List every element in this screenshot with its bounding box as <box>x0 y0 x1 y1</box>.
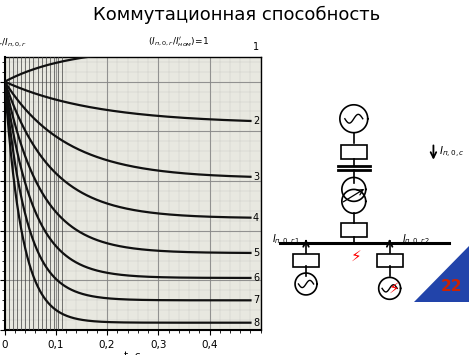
Text: 2: 2 <box>253 116 259 126</box>
Text: 6: 6 <box>253 273 259 283</box>
Polygon shape <box>413 246 469 302</box>
Text: 8: 8 <box>253 318 259 328</box>
Text: 1: 1 <box>253 43 259 53</box>
Text: 3: 3 <box>253 171 259 182</box>
Text: ⚡: ⚡ <box>350 249 361 264</box>
Text: Коммутационная способность: Коммутационная способность <box>93 5 381 23</box>
Text: $I_{п,0,г1}$: $I_{п,0,г1}$ <box>272 233 300 248</box>
Text: 7: 7 <box>253 295 259 305</box>
Text: $I_{п,0,с}$: $I_{п,0,с}$ <box>439 145 465 160</box>
Text: 22: 22 <box>441 279 462 294</box>
Text: 4: 4 <box>253 213 259 223</box>
Text: $(I_{п,0,г}/I^{\prime}_{ном})\!=\!1$: $(I_{п,0,г}/I^{\prime}_{ном})\!=\!1$ <box>148 35 210 49</box>
Text: ⚡: ⚡ <box>388 280 399 295</box>
Text: $\gamma\!=\!I_{п,t,г}/I_{п,0,г}$: $\gamma\!=\!I_{п,t,г}/I_{п,0,г}$ <box>0 36 27 49</box>
Text: 5: 5 <box>253 248 259 258</box>
X-axis label: t, с: t, с <box>125 351 141 355</box>
Text: $I_{п,0,г2}$: $I_{п,0,г2}$ <box>401 233 429 248</box>
